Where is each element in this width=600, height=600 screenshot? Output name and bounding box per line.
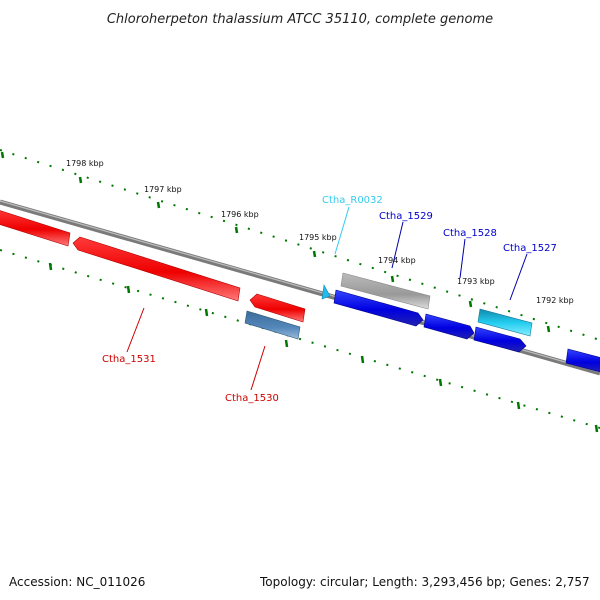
accession-text: Accession: NC_011026 bbox=[9, 575, 146, 589]
major-tick bbox=[438, 378, 443, 387]
major-tick bbox=[390, 275, 395, 283]
major-tick bbox=[78, 176, 83, 184]
gene-ctha-1530-arrow[interactable] bbox=[249, 293, 306, 323]
genome-summary-text: Topology: circular; Length: 3,293,456 bp… bbox=[260, 575, 590, 589]
major-tick bbox=[234, 226, 239, 234]
ruler-label-1793: 1793 kbp bbox=[457, 277, 495, 286]
gene-label-ctha-1528[interactable]: Ctha_1528 bbox=[443, 228, 497, 239]
gene-labels: Ctha_R0032 Ctha_1529 Ctha_1528 Ctha_1527… bbox=[102, 195, 557, 404]
gene-ctha-1528-arrow[interactable] bbox=[423, 313, 475, 340]
major-tick bbox=[48, 262, 53, 271]
inner-tick-track bbox=[0, 249, 600, 433]
major-tick bbox=[468, 300, 473, 308]
gene-label-ctha-1530[interactable]: Ctha_1530 bbox=[225, 393, 279, 404]
major-tick bbox=[0, 151, 5, 159]
major-tick bbox=[312, 250, 317, 258]
major-tick bbox=[284, 339, 289, 348]
gene-right-edge-arrow[interactable] bbox=[565, 348, 600, 373]
gene-gray-feature[interactable] bbox=[340, 272, 431, 310]
gene-cyan-feature[interactable] bbox=[477, 308, 533, 337]
major-tick bbox=[126, 285, 131, 294]
major-tick bbox=[594, 424, 599, 433]
ruler-label-1797: 1797 kbp bbox=[144, 185, 182, 194]
major-tick bbox=[360, 355, 365, 364]
ruler-label-1796: 1796 kbp bbox=[221, 210, 259, 219]
gene-label-ctha-r0032[interactable]: Ctha_R0032 bbox=[322, 195, 383, 206]
gene-label-ctha-1527[interactable]: Ctha_1527 bbox=[503, 243, 557, 254]
ruler-label-1794: 1794 kbp bbox=[378, 256, 416, 265]
ruler-label-1792: 1792 kbp bbox=[536, 296, 574, 305]
gene-steel-feature[interactable] bbox=[244, 310, 301, 340]
outer-tick-track bbox=[0, 149, 600, 341]
ruler-labels: 1798 kbp 1797 kbp 1796 kbp 1795 kbp 1794… bbox=[66, 159, 574, 305]
gene-label-ctha-1529[interactable]: Ctha_1529 bbox=[379, 211, 433, 222]
label-leader-lines bbox=[126, 206, 528, 391]
major-tick bbox=[546, 325, 551, 333]
ruler-label-1795: 1795 kbp bbox=[299, 233, 337, 242]
gene-ctha-1527-arrow[interactable] bbox=[473, 326, 527, 353]
map-title: Chloroherpeton thalassium ATCC 35110, co… bbox=[107, 12, 493, 27]
ruler-label-1798: 1798 kbp bbox=[66, 159, 104, 168]
gene-ctha-1531-arrow[interactable] bbox=[0, 209, 241, 302]
gene-ctha-1529-arrow[interactable] bbox=[333, 289, 424, 327]
gene-label-ctha-1531[interactable]: Ctha_1531 bbox=[102, 354, 156, 365]
gene-ctha-r0032-arrow[interactable] bbox=[321, 284, 331, 300]
major-tick bbox=[516, 401, 521, 410]
major-tick bbox=[204, 308, 209, 317]
major-tick bbox=[156, 201, 161, 209]
